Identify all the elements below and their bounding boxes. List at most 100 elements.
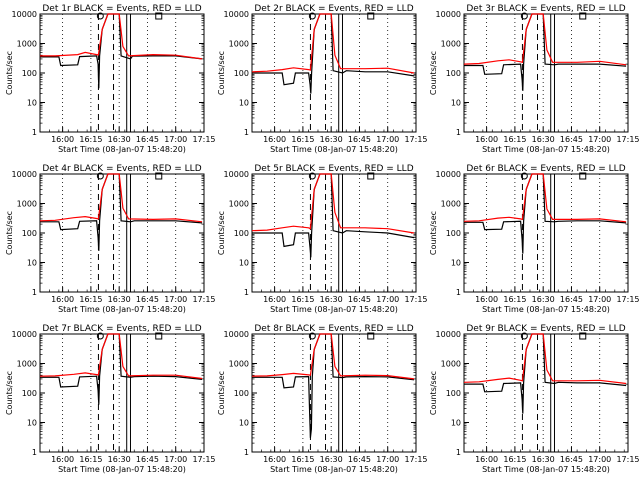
y-tick-label: 100 <box>446 229 461 238</box>
series-line-lld <box>251 173 415 234</box>
plot-frame <box>251 333 417 453</box>
square-marker-icon <box>579 12 587 20</box>
y-tick-label: 10000 <box>224 330 249 339</box>
y-tick-label: 10000 <box>224 170 249 179</box>
y-axis-label: Counts/sec <box>429 371 438 415</box>
x-tick-label: 17:00 <box>588 135 611 144</box>
x-tick-label: 16:00 <box>51 135 74 144</box>
square-marker-icon <box>579 172 587 180</box>
panel-9: Det 9r BLACK = Events, RED = LLD 1 10 100 10… <box>429 324 640 474</box>
panel-title: Det 3r BLACK = Events, RED = LLD <box>466 4 625 14</box>
x-tick-label: 16:15 <box>503 135 526 144</box>
x-tick-label: 16:00 <box>263 135 286 144</box>
panel-3: Det 3r BLACK = Events, RED = LLD 1 10 100 10… <box>429 4 640 154</box>
y-axis-label: Counts/sec <box>5 211 14 255</box>
y-tick-label: 1 <box>456 128 461 137</box>
panel-4: Det 4r BLACK = Events, RED = LLD 1 10 100 10… <box>5 164 216 314</box>
x-tick-label: 16:15 <box>79 455 102 464</box>
x-tick-label: 17:15 <box>192 135 215 144</box>
panel-8: Det 8r BLACK = Events, RED = LLD 1 10 100 10… <box>217 324 428 474</box>
panel-title: Det 1r BLACK = Events, RED = LLD <box>42 4 201 14</box>
x-tick-label: 17:00 <box>376 455 399 464</box>
square-marker-icon <box>367 172 375 180</box>
panel-title: Det 9r BLACK = Events, RED = LLD <box>466 324 625 334</box>
y-tick-label: 1000 <box>441 40 461 49</box>
y-tick-label: 1000 <box>229 40 249 49</box>
x-tick-label: 16:45 <box>136 135 159 144</box>
x-tick-label: 17:15 <box>404 455 427 464</box>
y-tick-label: 1 <box>32 448 37 457</box>
y-tick-label: 1 <box>32 288 37 297</box>
y-tick-label: 1000 <box>441 360 461 369</box>
x-tick-label: 16:30 <box>320 455 343 464</box>
y-axis-label: Counts/sec <box>429 211 438 255</box>
y-tick-label: 10 <box>239 419 249 428</box>
x-tick-label: 17:15 <box>404 135 427 144</box>
panel-title: Det 5r BLACK = Events, RED = LLD <box>254 164 413 174</box>
x-tick-label: 16:15 <box>79 135 102 144</box>
y-axis-label: Counts/sec <box>429 51 438 95</box>
y-axis-label: Counts/sec <box>217 371 226 415</box>
x-tick-label: 16:15 <box>79 295 102 304</box>
x-axis-label: Start Time (08-Jan-07 15:48:20) <box>482 145 610 154</box>
y-axis-label: Counts/sec <box>5 51 14 95</box>
x-tick-label: 16:30 <box>532 135 555 144</box>
y-tick-label: 10000 <box>12 330 37 339</box>
y-tick-label: 1 <box>244 128 249 137</box>
y-tick-label: 100 <box>22 229 37 238</box>
x-tick-label: 16:30 <box>320 135 343 144</box>
y-tick-label: 10000 <box>436 170 461 179</box>
circle-marker-icon <box>520 172 528 180</box>
panel-title: Det 8r BLACK = Events, RED = LLD <box>254 324 413 334</box>
y-axis-label: Counts/sec <box>5 371 14 415</box>
x-axis-label: Start Time (08-Jan-07 15:48:20) <box>270 305 398 314</box>
y-tick-label: 10000 <box>436 330 461 339</box>
x-tick-label: 16:45 <box>560 135 583 144</box>
x-tick-label: 16:15 <box>503 295 526 304</box>
x-tick-label: 17:00 <box>376 295 399 304</box>
series-line-events <box>464 173 627 254</box>
y-tick-label: 1000 <box>229 200 249 209</box>
x-tick-label: 16:15 <box>291 455 314 464</box>
y-tick-label: 10 <box>27 419 37 428</box>
series-line-events <box>252 173 415 258</box>
x-tick-label: 16:15 <box>291 135 314 144</box>
x-tick-label: 17:00 <box>164 135 187 144</box>
circle-marker-icon <box>520 12 528 20</box>
x-tick-label: 17:15 <box>192 455 215 464</box>
y-tick-label: 1000 <box>17 200 37 209</box>
series-line-lld <box>39 333 203 380</box>
panel-1: Det 1r BLACK = Events, RED = LLD 1 10 100 10… <box>5 4 216 154</box>
panel-2: Det 2r BLACK = Events, RED = LLD 1 10 100 10… <box>217 4 428 154</box>
series-line-events <box>252 333 415 438</box>
y-tick-label: 100 <box>22 389 37 398</box>
circle-marker-icon <box>308 172 316 180</box>
square-marker-icon <box>155 172 163 180</box>
square-marker-icon <box>579 332 587 340</box>
y-tick-label: 10 <box>451 99 461 108</box>
x-tick-label: 17:15 <box>192 295 215 304</box>
x-axis-label: Start Time (08-Jan-07 15:48:20) <box>270 465 398 474</box>
x-tick-label: 16:45 <box>560 295 583 304</box>
series-line-lld <box>463 173 627 223</box>
x-tick-label: 16:45 <box>560 455 583 464</box>
panel-title: Det 2r BLACK = Events, RED = LLD <box>254 4 413 14</box>
x-tick-label: 17:00 <box>164 455 187 464</box>
x-tick-label: 16:45 <box>348 135 371 144</box>
y-tick-label: 10 <box>27 259 37 268</box>
square-marker-icon <box>155 12 163 20</box>
x-axis-label: Start Time (08-Jan-07 15:48:20) <box>58 465 186 474</box>
x-tick-label: 17:15 <box>616 135 639 144</box>
x-tick-label: 16:45 <box>348 455 371 464</box>
y-tick-label: 10 <box>451 259 461 268</box>
x-tick-label: 17:00 <box>164 295 187 304</box>
y-tick-label: 100 <box>234 389 249 398</box>
y-tick-label: 10000 <box>12 170 37 179</box>
series-line-events <box>252 13 415 94</box>
series-line-lld <box>39 173 203 223</box>
circle-marker-icon <box>520 332 528 340</box>
panel-title: Det 4r BLACK = Events, RED = LLD <box>42 164 201 174</box>
x-tick-label: 17:15 <box>404 295 427 304</box>
x-tick-label: 16:30 <box>108 455 131 464</box>
